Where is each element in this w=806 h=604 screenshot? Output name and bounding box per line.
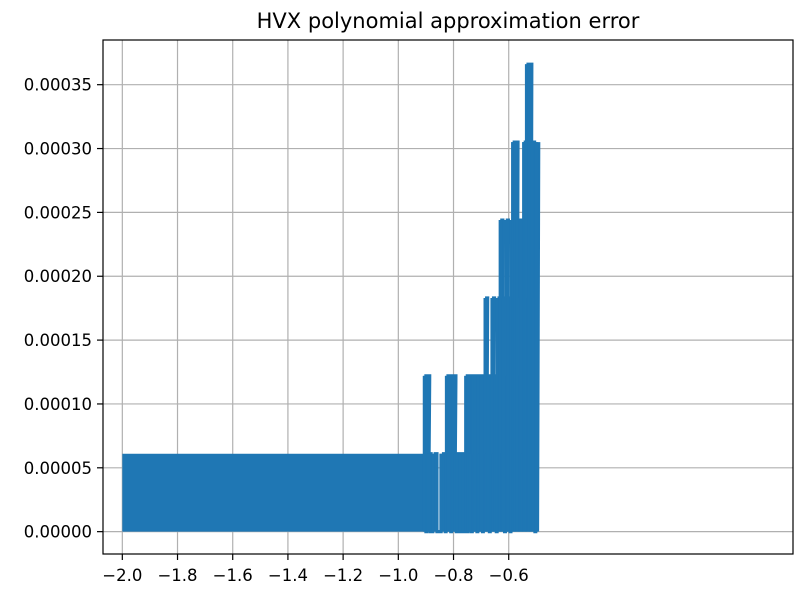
plot-frame: [102, 39, 794, 555]
x-tick-label: −1.6: [213, 566, 253, 585]
chart-title: HVX polynomial approximation error: [257, 9, 640, 33]
x-tick-label: −0.8: [433, 566, 473, 585]
dense-oscillation-band: [122, 453, 425, 532]
y-tick-label: 0.00015: [24, 331, 92, 350]
x-tick-label: −0.6: [489, 566, 529, 585]
x-tick-label: −1.4: [268, 566, 308, 585]
x-tick-label: −1.8: [157, 566, 197, 585]
y-axis-ticks: 0.00000 0.00005 0.00010 0.00015 0.00020 0.000…: [24, 76, 103, 542]
y-tick-label: 0.00000: [24, 523, 92, 542]
y-tick-label: 0.00020: [24, 267, 92, 286]
x-axis-ticks: −2.0 −1.8 −1.6 −1.4 −1.2 −1.0 −0.8 −0.6: [102, 554, 529, 585]
data-series: [122, 62, 541, 534]
y-tick-label: 0.00010: [24, 395, 92, 414]
x-tick-label: −2.0: [102, 566, 142, 585]
y-tick-label: 0.00025: [24, 203, 92, 222]
x-tick-label: −1.2: [323, 566, 363, 585]
y-tick-label: 0.00035: [24, 76, 92, 95]
y-tick-label: 0.00005: [24, 459, 92, 478]
y-tick-label: 0.00030: [24, 140, 92, 159]
x-tick-label: −1.0: [378, 566, 418, 585]
